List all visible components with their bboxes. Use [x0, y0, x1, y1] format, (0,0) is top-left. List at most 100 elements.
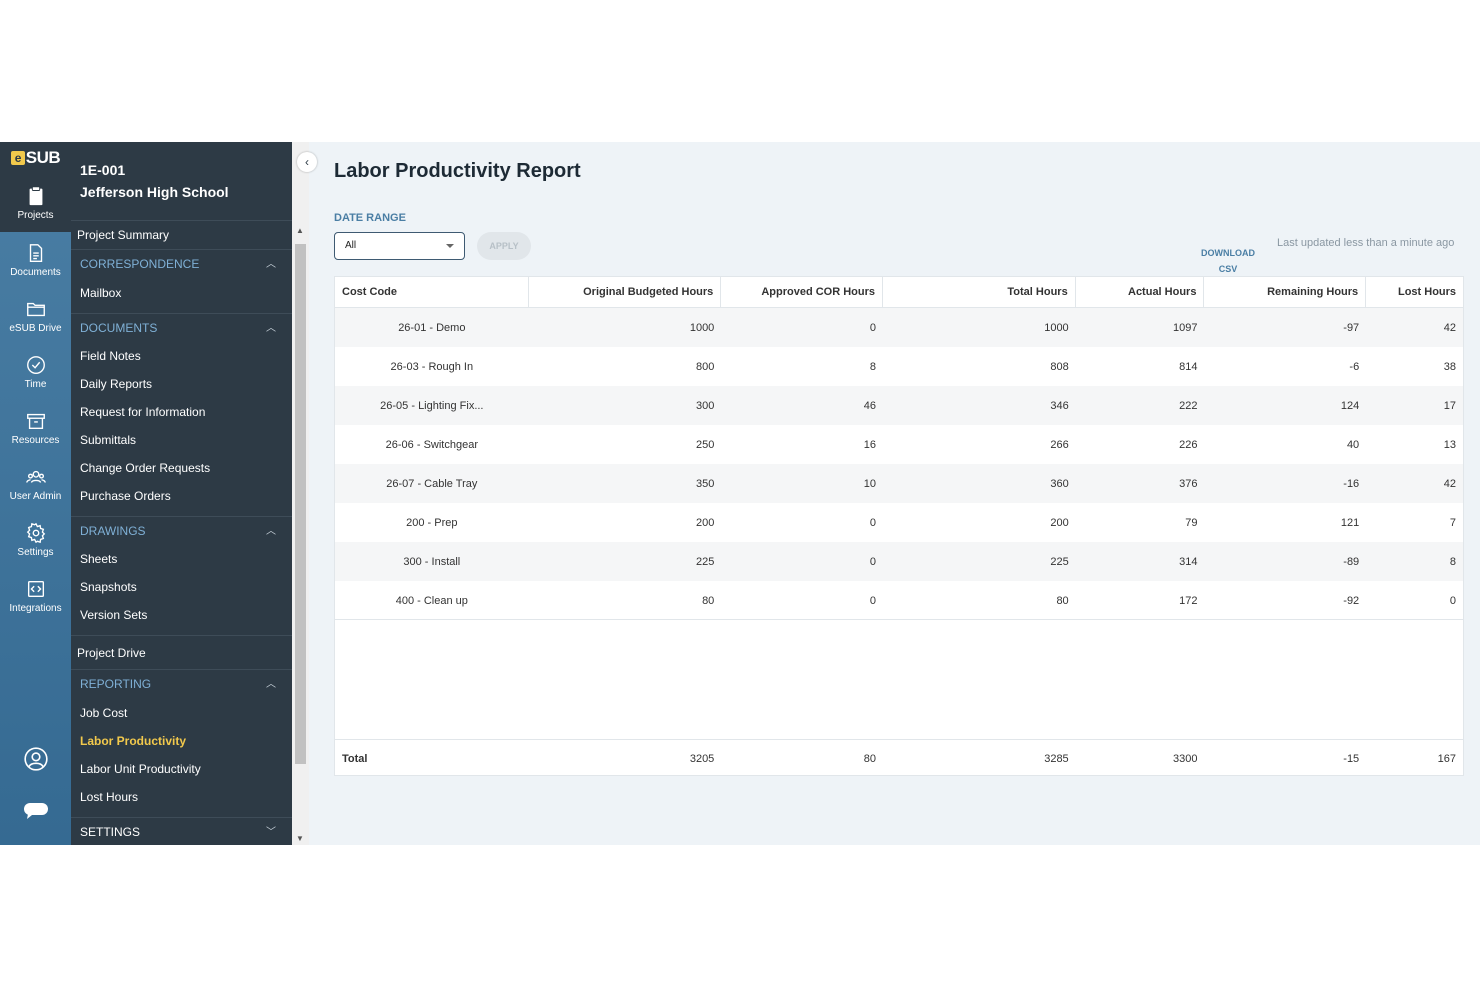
nav-scrollbar[interactable]: ▲ ▼ — [292, 142, 309, 845]
table-row: 26-05 - Lighting Fix... 300 46 346 222 124 17 — [335, 386, 1463, 425]
table-cell: 800 — [695, 360, 715, 373]
nav-item-field-notes[interactable]: Field Notes — [80, 349, 141, 363]
table-cell: 225 — [695, 555, 715, 568]
table-cell: 42 — [1443, 477, 1457, 490]
nav-section-reporting[interactable]: REPORTING ︿ — [71, 670, 292, 699]
table-cell: 80 — [1056, 594, 1069, 607]
nav-item-labor-unit-productivity[interactable]: Labor Unit Productivity — [80, 762, 201, 776]
chat-icon — [23, 803, 48, 819]
nav-item-sheets[interactable]: Sheets — [80, 552, 118, 566]
nav-section-settings[interactable]: SETTINGS ﹀ — [71, 817, 292, 845]
nav-item-submittals[interactable]: Submittals — [80, 433, 137, 447]
rail-item-resources[interactable]: Resources — [0, 400, 71, 456]
table-cell: -97 — [1343, 321, 1360, 334]
main-content: Labor Productivity Report DATE RANGE All… — [309, 142, 1480, 845]
table-header: Cost Code Original Budgeted Hours Approv… — [335, 276, 1463, 308]
collapse-nav-button[interactable]: ‹ — [297, 152, 317, 172]
table-cell: 0 — [869, 321, 877, 334]
nav-item-daily-reports[interactable]: Daily Reports — [80, 377, 153, 391]
table-cell: 400 - Clean up — [395, 594, 468, 607]
table-cell: 26-07 - Cable Tray — [386, 477, 478, 490]
table-cell: 13 — [1443, 438, 1457, 451]
table-cell: 40 — [1346, 438, 1360, 451]
table-row: 200 - Prep 200 0 200 79 121 7 — [335, 503, 1463, 542]
table-cell: 8 — [869, 360, 877, 373]
nav-project-drive[interactable]: Project Drive — [71, 635, 292, 670]
rail-item-user-admin[interactable]: User Admin — [0, 456, 71, 512]
col-header-total-hours[interactable]: Total Hours — [883, 276, 1076, 308]
table-cell: 200 — [1050, 516, 1069, 529]
table-row: 400 - Clean up 80 0 80 172 -92 0 — [335, 581, 1463, 620]
folder-icon — [26, 302, 45, 317]
col-header-original-budgeted-hours[interactable]: Original Budgeted Hours — [529, 276, 722, 308]
rail-item-documents[interactable]: Documents — [0, 232, 71, 288]
box-icon — [26, 413, 45, 430]
table-cell: 1000 — [1044, 321, 1069, 334]
col-header-actual-hours[interactable]: Actual Hours — [1076, 276, 1205, 308]
table-cell: 376 — [1179, 477, 1198, 490]
table-total-row: Total 3205 80 3285 3300 -15 167 — [335, 739, 1463, 777]
rail-item-projects[interactable]: Projects — [0, 174, 71, 232]
nav-item-job-cost[interactable]: Job Cost — [80, 706, 128, 720]
table-cell: 0 — [1449, 594, 1457, 607]
table-cell: 7 — [1449, 516, 1457, 529]
table-body-divider — [335, 619, 1463, 620]
chevron-up-icon: ︿ — [266, 259, 276, 270]
table-cell: 300 - Install — [403, 555, 461, 568]
col-header-lost-hours[interactable]: Lost Hours — [1397, 285, 1457, 298]
nav-section-drawings[interactable]: DRAWINGS ︿ — [71, 516, 292, 545]
table-cell: 26-06 - Switchgear — [385, 438, 478, 451]
date-range-select[interactable]: All — [334, 232, 465, 260]
nav-item-labor-productivity[interactable]: Labor Productivity — [80, 734, 187, 748]
nav-section-correspondence[interactable]: CORRESPONDENCE ︿ — [71, 250, 292, 279]
download-csv-button[interactable]: DOWNLOAD CSV — [1201, 248, 1255, 274]
clock-icon — [26, 356, 45, 374]
rail-item-integrations[interactable]: Integrations — [0, 568, 71, 624]
chat-button[interactable] — [0, 798, 71, 822]
table-cell: -6 — [1349, 360, 1360, 373]
gear-icon — [26, 522, 45, 544]
profile-button[interactable] — [0, 746, 71, 772]
labor-productivity-table: Cost Code Original Budgeted Hours Approv… — [334, 276, 1464, 776]
nav-project-summary[interactable]: Project Summary — [71, 221, 292, 250]
scroll-down-arrow-icon[interactable]: ▼ — [296, 834, 304, 843]
last-updated-text: Last updated less than a minute ago — [1277, 237, 1455, 249]
rail-item-esub-drive[interactable]: eSUB Drive — [0, 288, 71, 344]
table-cell: 26-01 - Demo — [398, 321, 466, 334]
users-icon — [25, 470, 46, 483]
table-cell: 200 — [695, 516, 715, 529]
rail-item-time[interactable]: Time — [0, 344, 71, 400]
table-cell: 0 — [869, 516, 877, 529]
table-cell: 360 — [1050, 477, 1069, 490]
table-cell: 26-03 - Rough In — [390, 360, 474, 373]
scrollbar-thumb[interactable] — [295, 244, 306, 764]
col-header-remaining-hours[interactable]: Remaining Hours — [1204, 276, 1367, 308]
col-header-approved-cor-hours[interactable]: Approved COR Hours — [721, 276, 884, 308]
table-cell: -16 — [1343, 477, 1360, 490]
table-cell: 80 — [702, 594, 715, 607]
table-cell: 200 - Prep — [406, 516, 458, 529]
nav-item-version-sets[interactable]: Version Sets — [80, 608, 148, 622]
scroll-up-arrow-icon[interactable]: ▲ — [296, 226, 304, 235]
project-nav: 1E-001 Jefferson High School Project Sum… — [71, 142, 292, 845]
nav-item-purchase-orders[interactable]: Purchase Orders — [80, 489, 171, 503]
table-cell: 314 — [1179, 555, 1198, 568]
apply-button[interactable]: APPLY — [477, 232, 531, 260]
nav-item-mailbox[interactable]: Mailbox — [80, 286, 122, 300]
nav-item-lost-hours[interactable]: Lost Hours — [80, 790, 139, 804]
caret-down-icon — [446, 244, 454, 248]
table-row: 26-03 - Rough In 800 8 808 814 -6 38 — [335, 347, 1463, 386]
col-header-cost-code[interactable]: Cost Code — [335, 276, 529, 308]
nav-item-rfi[interactable]: Request for Information — [80, 405, 206, 419]
table-cell: 8 — [1449, 555, 1457, 568]
esub-logo: e SUB — [0, 142, 71, 174]
nav-section-documents[interactable]: DOCUMENTS ︿ — [71, 313, 292, 342]
nav-item-snapshots[interactable]: Snapshots — [80, 580, 137, 594]
nav-item-change-order-requests[interactable]: Change Order Requests — [80, 461, 211, 475]
chevron-up-icon: ︿ — [266, 526, 276, 537]
table-cell: 250 — [695, 438, 715, 451]
table-cell: 300 — [695, 399, 715, 412]
clipboard-icon — [29, 186, 42, 206]
table-body: 26-01 - Demo 1000 0 1000 1097 -97 42 26-03 - Ro… — [335, 308, 1463, 620]
rail-item-settings[interactable]: Settings — [0, 512, 71, 568]
